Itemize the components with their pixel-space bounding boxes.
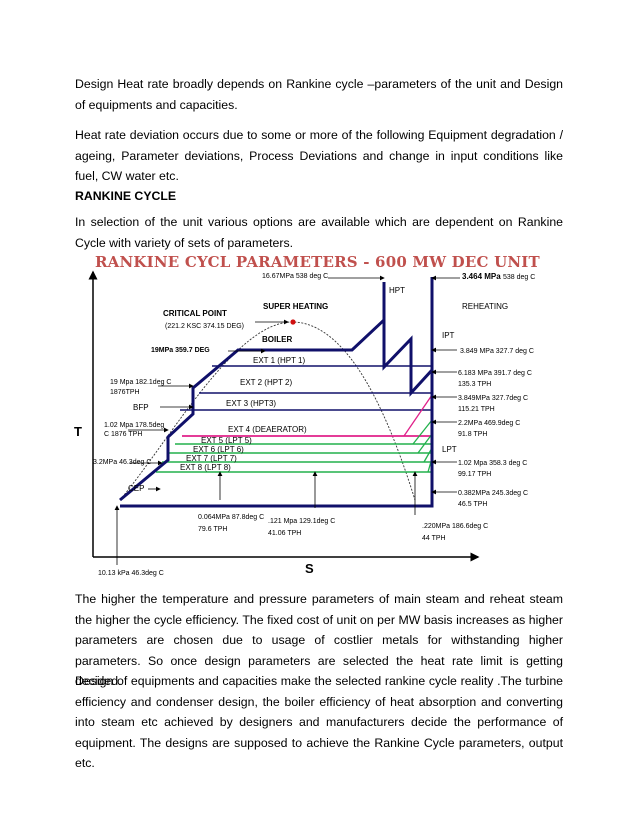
- paragraph-deviation: Heat rate deviation occurs due to some o…: [75, 128, 563, 183]
- label-b220-b: 44 TPH: [422, 535, 446, 542]
- extraction-lines: [156, 365, 432, 473]
- label-r38-a: 3.849MPa 327.7deg C: [458, 395, 528, 402]
- label-fw-1: 19 Mpa 182.1deg C: [110, 379, 172, 386]
- label-lpt: LPT: [442, 445, 457, 454]
- label-r382-a: 0.382MPa 245.3deg C: [458, 490, 528, 497]
- annotation-arrows: [114, 275, 460, 565]
- label-b121-a: .121 Mpa 129.1deg C: [268, 518, 335, 525]
- label-ext4: EXT 4 (DEAERATOR): [228, 425, 307, 434]
- label-r38-b: 115.21 TPH: [458, 406, 495, 413]
- label-bfp: BFP: [133, 403, 149, 412]
- label-reheating: REHEATING: [462, 302, 508, 311]
- label-ext5: EXT 5 (LPT 5): [201, 436, 252, 445]
- label-super-heating: SUPER HEATING: [263, 302, 328, 311]
- axis-label-t: T: [74, 424, 82, 439]
- label-dea-2: C 1876 TPH: [104, 431, 142, 438]
- label-r10-a: 1.02 Mpa 358.3 deg C: [458, 460, 527, 467]
- label-ipt-exhaust: 3.849 MPa 327.7 deg C: [460, 348, 534, 355]
- label-ext2: EXT 2 (HPT 2): [240, 378, 293, 387]
- label-b220-a: .220MPa 186.6deg C: [422, 523, 488, 530]
- label-critical-values: (221.2 KSC 374.15 DEG): [165, 323, 244, 330]
- label-b121-b: 41.06 TPH: [268, 530, 301, 537]
- label-r61-a: 6.183 MPa 391.7 deg C: [458, 370, 532, 377]
- diagram-title: RANKINE CYCL PARAMETERS - 600 MW DEC UNI…: [95, 253, 540, 271]
- cycle-outline: [119, 277, 434, 508]
- label-rh-top-bold: 3.464 MPa: [462, 272, 501, 281]
- label-fw-2: 1876TPH: [110, 389, 140, 396]
- label-r382-b: 46.5 TPH: [458, 501, 487, 508]
- label-boiler: BOILER: [262, 335, 292, 344]
- turbine-expansion-lines: [403, 394, 433, 473]
- paragraph-design: Design of equipments and capacities make…: [75, 674, 563, 770]
- label-b064-b: 79.6 TPH: [198, 526, 227, 533]
- label-ext6: EXT 6 (LPT 6): [193, 445, 244, 454]
- label-r22-b: 91.8 TPH: [458, 431, 487, 438]
- paragraph-selection: In selection of the unit various options…: [75, 215, 563, 250]
- label-r22-a: 2.2MPa 469.9deg C: [458, 420, 520, 427]
- label-r10-b: 99.17 TPH: [458, 471, 491, 478]
- label-b064-a: 0.064MPa 87.8deg C: [198, 514, 264, 521]
- label-ext1: EXT 1 (HPT 1): [253, 356, 306, 365]
- label-cond-bottom: 10.13 kPa 46.3deg C: [98, 570, 164, 577]
- label-critical-point: CRITICAL POINT: [163, 309, 227, 318]
- label-19mpa-359: 19MPa 359.7 DEG: [151, 347, 210, 354]
- label-ext7: EXT 7 (LPT 7): [186, 454, 237, 463]
- label-cond-left: 3.2MPa 46.3deg C: [93, 459, 151, 466]
- label-rh-top: 538 deg C: [503, 274, 535, 281]
- label-ext8: EXT 8 (LPT 8): [180, 463, 231, 472]
- label-r61-b: 135.3 TPH: [458, 381, 491, 388]
- axis-label-s: S: [305, 561, 314, 576]
- paragraph-intro: Design Heat rate broadly depends on Rank…: [75, 77, 563, 112]
- label-dea-1: 1.02 Mpa 178.5deg: [104, 422, 164, 429]
- label-hpt: HPT: [389, 286, 405, 295]
- label-ipt: IPT: [442, 331, 455, 340]
- label-ms-top: 16.67MPa 538 deg C: [262, 273, 328, 280]
- axes: [88, 270, 480, 562]
- label-ext3: EXT 3 (HPT3): [226, 399, 276, 408]
- section-heading: RANKINE CYCLE: [75, 189, 177, 203]
- critical-point-marker: [290, 319, 296, 325]
- label-cep: CEP: [128, 484, 144, 493]
- paragraph-parameters: The higher the temperature and pressure …: [75, 592, 563, 688]
